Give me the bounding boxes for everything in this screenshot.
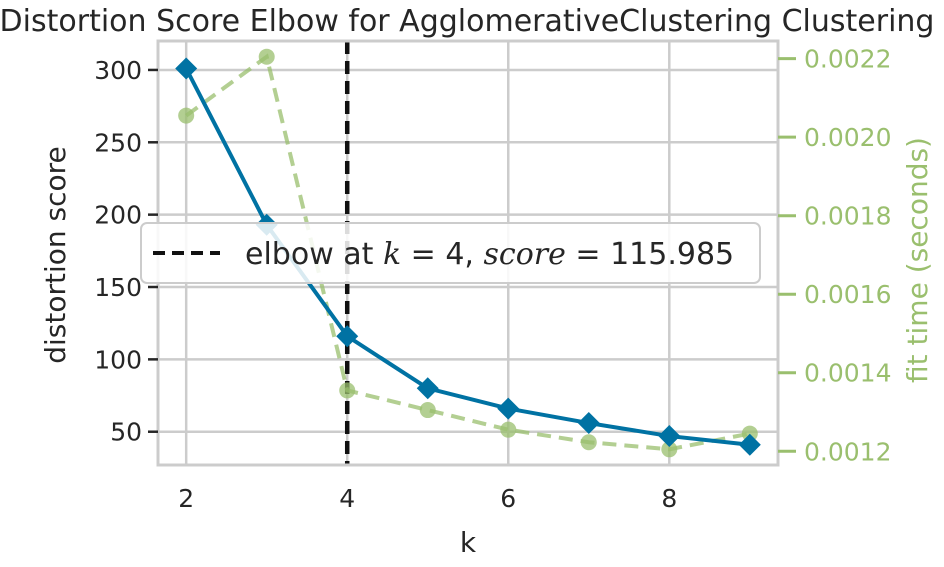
x-axis-label: k bbox=[460, 526, 477, 559]
y2-axis-label: fit time (seconds) bbox=[901, 137, 934, 383]
fit-time-point-k6 bbox=[500, 421, 517, 438]
y-tick-150: 150 bbox=[94, 273, 142, 302]
legend-elbow-label: elbow at k = 4, score = 115.985 bbox=[245, 237, 734, 272]
y2-tick-0.0014: 0.0014 bbox=[804, 359, 891, 388]
legend-score: score bbox=[484, 237, 566, 272]
y-tick-300: 300 bbox=[94, 56, 142, 85]
y-tick-200: 200 bbox=[94, 201, 142, 230]
fit-time-point-k8 bbox=[661, 441, 678, 458]
y2-tick-0.0012: 0.0012 bbox=[804, 437, 891, 466]
x-tick-2: 2 bbox=[178, 484, 194, 513]
fit-time-point-k9 bbox=[741, 425, 758, 442]
x-tick-4: 4 bbox=[339, 484, 355, 513]
distortion-point-k7 bbox=[577, 412, 600, 435]
fit-time-point-k2 bbox=[178, 107, 195, 124]
distortion-point-k5 bbox=[416, 377, 439, 400]
distortion-point-k2 bbox=[175, 57, 198, 80]
distortion-point-k8 bbox=[658, 425, 681, 448]
distortion-point-k4 bbox=[336, 325, 359, 348]
distortion-point-k9 bbox=[738, 433, 761, 456]
fit-time-point-k7 bbox=[580, 434, 597, 451]
legend-k: k bbox=[383, 237, 401, 272]
y-axis-label: distortion score bbox=[39, 146, 72, 364]
legend-prefix: elbow at bbox=[245, 237, 383, 272]
x-tick-labels: 2 4 6 8 bbox=[178, 484, 677, 513]
distortion-point-k6 bbox=[497, 397, 520, 420]
fit-time-point-k3 bbox=[258, 48, 275, 65]
y2-tick-0.0022: 0.0022 bbox=[804, 45, 891, 74]
y-tick-labels: 50 100 150 200 250 300 bbox=[94, 56, 158, 447]
y2-tick-0.0016: 0.0016 bbox=[804, 280, 891, 309]
legend-eq2: = 115.985 bbox=[566, 237, 734, 272]
chart-title: Distortion Score Elbow for Agglomerative… bbox=[0, 4, 934, 39]
y2-tick-0.0020: 0.0020 bbox=[804, 123, 891, 152]
x-tick-8: 8 bbox=[661, 484, 677, 513]
fit-time-series bbox=[178, 48, 758, 458]
legend-box bbox=[140, 222, 761, 284]
fit-time-point-k4 bbox=[339, 382, 356, 399]
y2-tick-0.0018: 0.0018 bbox=[804, 202, 891, 231]
fit-time-point-k5 bbox=[419, 402, 436, 419]
x-tick-6: 6 bbox=[500, 484, 516, 513]
y-tick-100: 100 bbox=[94, 345, 142, 374]
y2-tick-labels: 0.0012 0.0014 0.0016 0.0018 0.0020 0.0022 bbox=[778, 45, 891, 466]
fit-time-line bbox=[185, 53, 751, 452]
y-tick-50: 50 bbox=[110, 418, 142, 447]
y-tick-250: 250 bbox=[94, 128, 142, 157]
legend-eq1: = 4, bbox=[401, 237, 483, 272]
legend: elbow at k = 4, score = 115.985 bbox=[140, 222, 761, 284]
